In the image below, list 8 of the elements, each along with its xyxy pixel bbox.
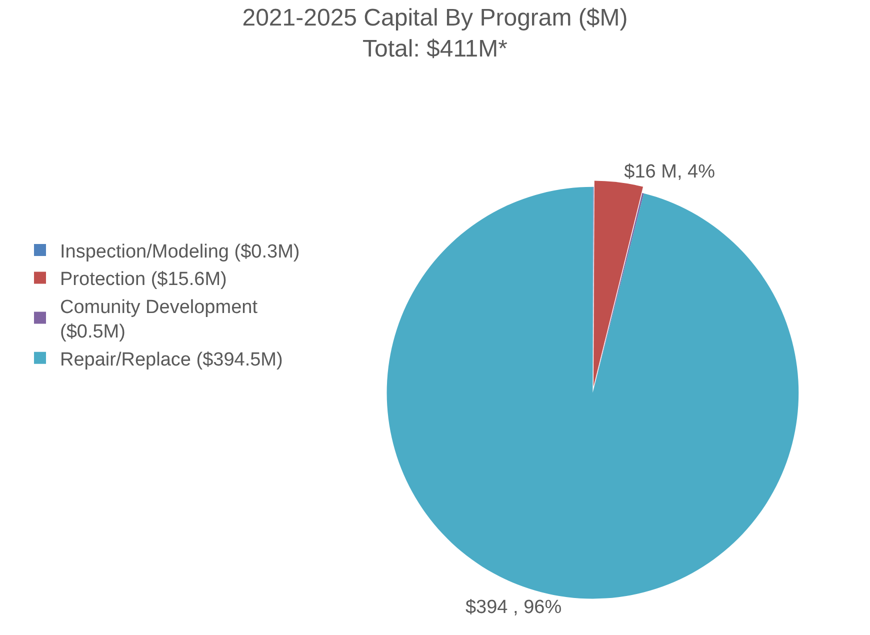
legend-label: Comunity Development ($0.5M) (60, 296, 258, 343)
data-label: $16 M, 4% (624, 161, 716, 182)
legend-label: Protection ($15.6M) (60, 269, 227, 290)
data-label: $394 , 96% (465, 596, 562, 618)
chart-subtitle: Total: $411M* (362, 36, 508, 63)
legend-label: Repair/Replace ($394.5M) (60, 349, 283, 370)
legend-label: Inspection/Modeling ($0.3M) (60, 241, 300, 262)
chart-title: 2021-2025 Capital By Program ($M) (242, 4, 628, 32)
